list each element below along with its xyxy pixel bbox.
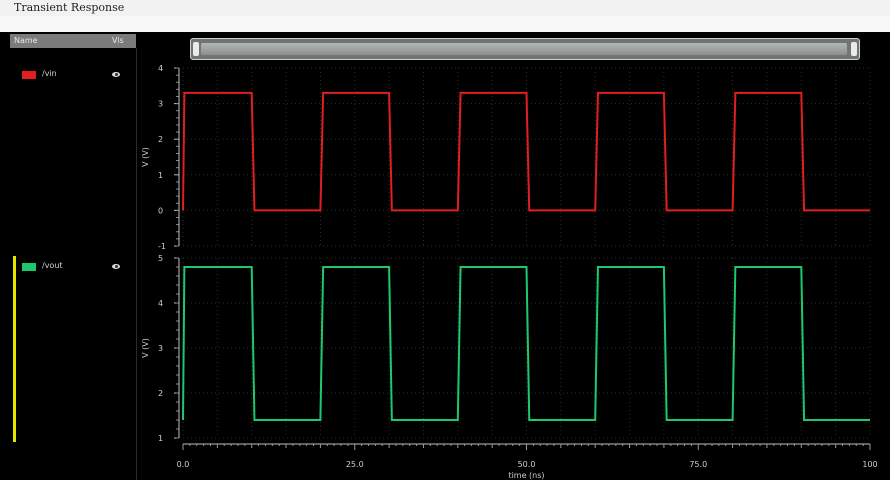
window-title: Transient Response [14,1,125,14]
y-tick-label: 4 [158,299,163,308]
y-tick-label: 3 [158,344,163,353]
zoom-scrollbar-thumb[interactable] [201,43,847,55]
eye-icon[interactable] [112,264,120,269]
series-line-vout [182,266,870,421]
zoom-scrollbar[interactable] [190,38,860,60]
y-tick-label: -1 [158,242,166,251]
x-tick-label: 0.0 [177,460,190,469]
zoom-handle-left[interactable] [193,42,199,56]
x-tick-label: 50.0 [518,460,536,469]
x-tick-label: 75.0 [689,460,707,469]
trace-label-vout: /vout [42,261,63,270]
x-axis-label: time (ns) [508,471,544,480]
y-tick-label: 0 [158,206,163,215]
selection-indicator [13,256,16,442]
x-tick-label: 100 [862,460,877,469]
y-tick-label: 2 [158,135,163,144]
y-tick-label: 4 [158,64,163,73]
grid-panel-1 [182,257,871,439]
column-header-vis: Vis [112,36,124,45]
left-margin [0,32,10,480]
y-tick-label: 3 [158,100,163,109]
zoom-handle-right[interactable] [851,42,857,56]
trace-color-swatch [22,263,36,271]
y-axis-label: V (V) [141,338,150,358]
x-tick-label: 25.0 [346,460,364,469]
y-tick-label: 5 [158,254,163,263]
y-tick-label: 1 [158,434,163,443]
trace-color-swatch [22,71,36,79]
trace-list-header: Name Vis [10,34,136,48]
grid-panel-0 [182,67,871,247]
y-axis-label: V (V) [141,147,150,167]
trace-label-vin: /vin [42,69,57,78]
y-tick-label: 1 [158,171,163,180]
eye-icon[interactable] [112,72,120,77]
series-line-vin [182,91,870,212]
toolbar-area [0,16,890,32]
y-tick-label: 2 [158,389,163,398]
column-header-name: Name [14,36,38,45]
